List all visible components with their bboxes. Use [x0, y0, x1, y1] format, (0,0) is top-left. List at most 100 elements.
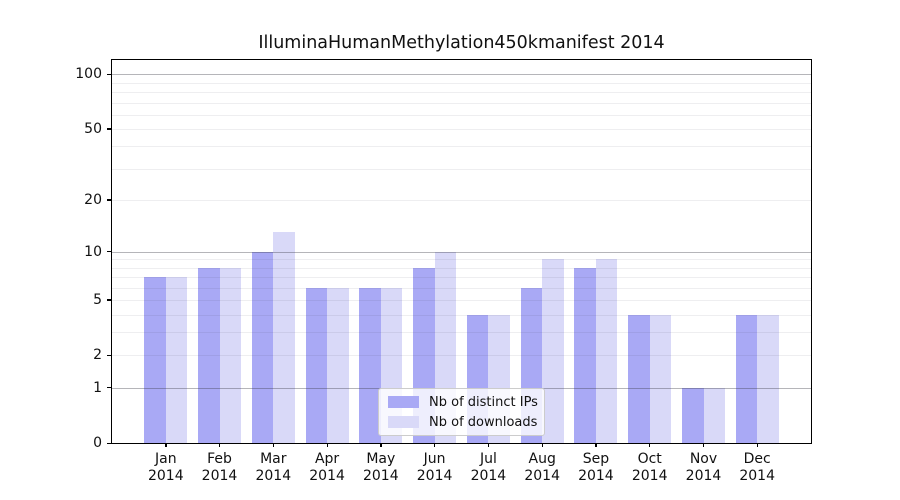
y-axis-tick-label: 0 — [93, 435, 102, 451]
x-axis-tick — [487, 443, 490, 447]
x-label-year: 2014 — [685, 468, 722, 484]
x-axis-tick — [165, 443, 167, 447]
y-axis-tick-label: 10 — [84, 243, 102, 260]
bar-distinct-ips — [144, 276, 166, 443]
bar-downloads — [219, 267, 241, 443]
grid-line-minor — [112, 146, 811, 148]
x-label-year: 2014 — [201, 468, 238, 484]
grid-line-minor — [112, 102, 811, 104]
y-axis-tick-label: 20 — [84, 191, 102, 208]
y-axis-tick — [107, 387, 111, 389]
y-axis-tick — [107, 199, 111, 201]
bar-downloads — [703, 387, 725, 443]
x-axis-tick — [756, 443, 758, 447]
bar-distinct-ips — [682, 387, 704, 443]
y-axis-tick — [107, 128, 111, 130]
x-label-month: Jul — [479, 451, 497, 467]
x-label-month: May — [366, 451, 396, 467]
legend-row-distinct-ips: Nb of distinct IPs — [388, 395, 544, 410]
x-label-month: Dec — [743, 451, 771, 467]
x-axis-tick-label: May 2014 — [346, 451, 416, 485]
x-axis-tick — [703, 443, 705, 447]
legend-swatch-downloads — [388, 416, 419, 428]
y-axis-tick — [107, 73, 111, 76]
x-label-month: Sep — [582, 451, 610, 467]
x-axis-tick-label: Mar 2014 — [238, 451, 308, 485]
grid-line-minor — [112, 82, 811, 84]
grid-line-major — [112, 251, 811, 253]
x-label-month: Mar — [260, 451, 287, 467]
legend-swatch-distinct-ips — [388, 396, 419, 408]
x-label-year: 2014 — [255, 468, 292, 484]
legend-label-distinct-ips: Nb of distinct IPs — [429, 394, 538, 410]
bar-downloads — [327, 287, 349, 443]
x-label-month: Feb — [207, 451, 232, 467]
x-label-month: Aug — [528, 451, 556, 467]
x-axis-tick — [380, 443, 382, 447]
bar-downloads — [165, 276, 188, 443]
bar-downloads — [542, 259, 564, 443]
x-label-month: Jun — [423, 451, 446, 467]
x-axis-tick — [326, 443, 328, 447]
plot-area — [111, 59, 812, 444]
y-axis-tick-label: 5 — [93, 291, 102, 308]
grid-line-minor — [112, 199, 811, 201]
chart-title: IlluminaHumanMethylation450kmanifest 201… — [258, 33, 665, 53]
x-axis-tick-label: Nov 2014 — [669, 451, 739, 485]
y-axis-tick — [107, 251, 111, 253]
y-axis-tick — [107, 299, 111, 301]
x-label-month: Apr — [314, 451, 340, 467]
x-axis-tick-label: Jun 2014 — [400, 451, 470, 485]
bar-downloads — [757, 314, 779, 443]
grid-line-minor — [112, 92, 811, 94]
x-axis-tick-label: Aug 2014 — [507, 451, 577, 485]
bar-distinct-ips — [198, 267, 220, 443]
legend-row-downloads: Nb of downloads — [388, 415, 544, 430]
x-axis-tick-label: Oct 2014 — [615, 451, 685, 485]
x-label-year: 2014 — [362, 468, 399, 484]
x-label-year: 2014 — [309, 468, 345, 484]
grid-line-minor — [112, 168, 811, 170]
y-axis-tick-label: 1 — [93, 379, 102, 396]
bar-distinct-ips — [359, 287, 381, 443]
x-label-year: 2014 — [416, 468, 453, 484]
grid-line-major — [112, 74, 811, 76]
x-label-month: Nov — [689, 451, 718, 467]
y-axis-tick-label: 100 — [75, 66, 102, 83]
bar-distinct-ips — [251, 251, 274, 443]
x-axis-tick — [595, 443, 597, 447]
x-label-year: 2014 — [631, 468, 668, 484]
x-axis-tick-label: Sep 2014 — [561, 451, 631, 485]
x-axis-tick-label: Jul 2014 — [453, 451, 523, 485]
y-axis-tick-label: 2 — [93, 347, 102, 364]
bar-downloads — [649, 314, 672, 443]
x-axis-tick — [272, 443, 275, 447]
x-axis-tick-label: Apr 2014 — [292, 451, 362, 485]
bar-downloads — [273, 232, 295, 443]
bar-distinct-ips — [628, 314, 650, 443]
x-axis-tick-label: Feb 2014 — [185, 451, 255, 485]
grid-line-minor — [112, 114, 811, 116]
bar-distinct-ips — [735, 314, 758, 443]
bar-distinct-ips — [305, 287, 328, 443]
x-label-month: Jan — [155, 451, 177, 467]
x-label-year: 2014 — [147, 468, 184, 484]
x-label-year: 2014 — [470, 468, 507, 484]
x-axis-tick — [541, 443, 543, 447]
y-axis-tick — [107, 354, 111, 357]
x-label-month: Oct — [637, 451, 662, 467]
y-axis-tick-label: 50 — [84, 120, 102, 137]
grid-line-minor — [112, 129, 811, 130]
x-axis-tick-label: Dec 2014 — [722, 451, 792, 485]
grid-line-minor — [112, 259, 811, 261]
legend: Nb of distinct IPs Nb of downloads — [378, 388, 545, 436]
x-label-year: 2014 — [739, 468, 775, 484]
x-axis-tick-label: Jan 2014 — [131, 451, 201, 485]
x-axis-tick — [649, 443, 651, 447]
bar-downloads — [595, 259, 618, 443]
legend-label-downloads: Nb of downloads — [429, 414, 538, 430]
y-axis-tick — [107, 442, 111, 444]
x-label-year: 2014 — [578, 468, 614, 484]
x-axis-tick — [219, 443, 221, 447]
